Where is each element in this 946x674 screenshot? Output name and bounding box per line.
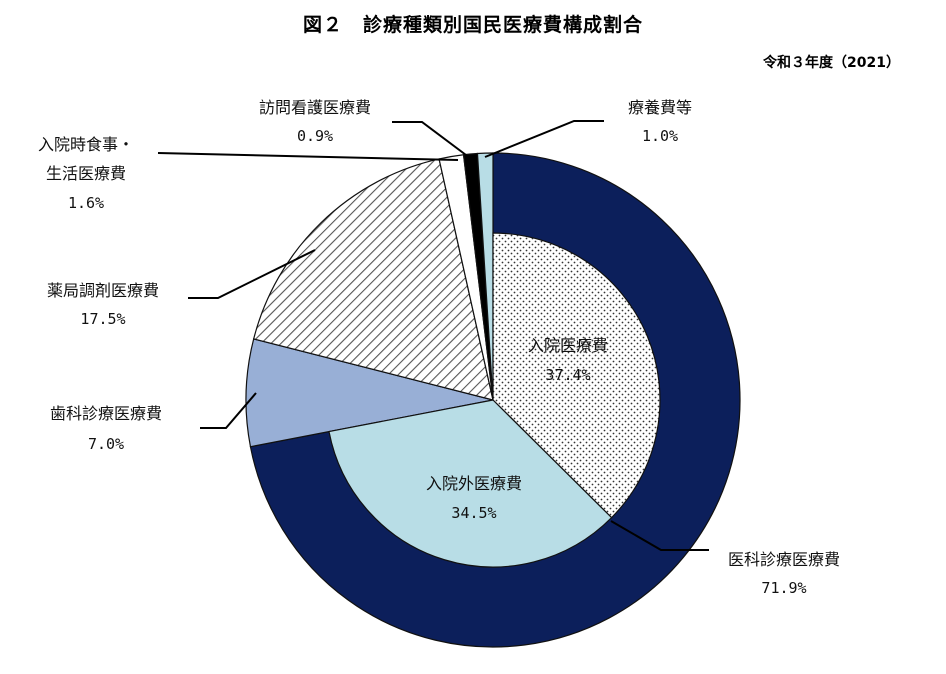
leader-line-2 bbox=[188, 249, 316, 299]
outer-value-5: 1.0% bbox=[642, 127, 678, 145]
chart-title: 図２ 診療種類別国民医療費構成割合 bbox=[302, 14, 643, 36]
leader-line-4 bbox=[392, 121, 471, 159]
inner-value-1: 34.5% bbox=[451, 504, 496, 522]
outer-value-4: 0.9% bbox=[297, 127, 333, 145]
inner-slice-0 bbox=[492, 232, 661, 519]
inner-label-1: 入院外医療費 bbox=[426, 474, 522, 493]
outer-value-2: 17.5% bbox=[80, 310, 125, 328]
outer-value-3: 1.6% bbox=[68, 194, 104, 212]
outer-slice-2 bbox=[252, 158, 494, 401]
leader-line-0 bbox=[610, 520, 709, 551]
inner-slice-1 bbox=[328, 399, 613, 568]
inner-value-0: 37.4% bbox=[545, 366, 590, 384]
chart-subtitle: 令和３年度（2021） bbox=[763, 55, 900, 71]
outer-label-5: 療養費等 bbox=[628, 98, 692, 117]
outer-label-0: 医科診療医療費 bbox=[728, 550, 840, 569]
outer-slice-1 bbox=[245, 338, 494, 448]
leader-line-5 bbox=[484, 120, 604, 158]
leader-line-3 bbox=[157, 152, 459, 161]
outer-label-4: 訪問看護医療費 bbox=[259, 98, 371, 117]
outer-label-2: 薬局調剤医療費 bbox=[47, 281, 159, 300]
outer-label-3-line-0: 入院時食事・ bbox=[38, 135, 134, 154]
inner-label-0: 入院医療費 bbox=[528, 336, 608, 355]
outer-value-1: 7.0% bbox=[88, 435, 124, 453]
outer-label-1: 歯科診療医療費 bbox=[50, 404, 162, 423]
outer-value-0: 71.9% bbox=[761, 579, 806, 597]
leader-line-1 bbox=[200, 392, 257, 429]
outer-label-3-line-1: 生活医療費 bbox=[46, 164, 126, 183]
